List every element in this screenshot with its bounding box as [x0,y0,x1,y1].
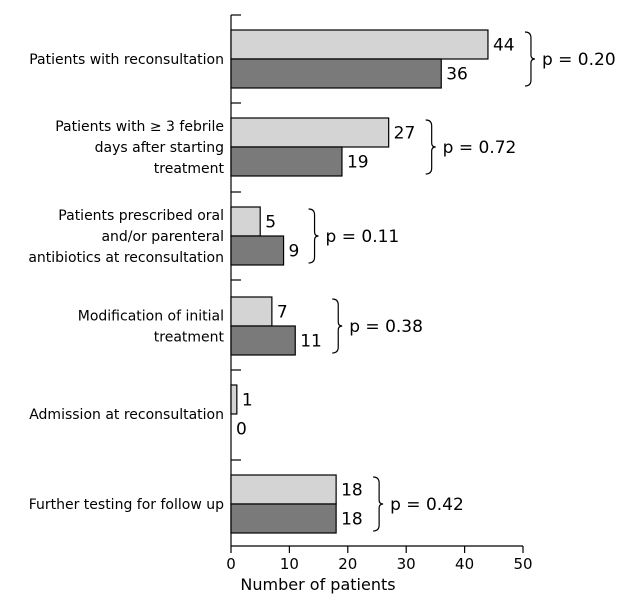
category-label: Patients prescribed oral and/or parentera… [28,208,224,266]
bar-value-label: 18 [341,481,363,501]
p-value-label: p = 0.72 [443,138,517,158]
bar-series-b [230,146,343,177]
bar-series-a [230,206,261,237]
category-label: Patients with ≥ 3 febrile days after star… [55,119,224,177]
category-label-line: treatment [154,161,225,177]
p-value-bracket [308,208,319,264]
bar-series-a [230,296,273,327]
bar-value-label: 36 [446,65,468,85]
bar-value-label: 5 [265,213,276,233]
x-tick-label: 50 [513,555,532,573]
category-label-line: Further testing for follow up [29,497,224,513]
bar-value-label: 19 [347,153,369,173]
p-value-label: p = 0.38 [349,317,423,337]
p-value-label: p = 0.20 [542,50,616,70]
p-value-label: p = 0.11 [326,227,400,247]
category-label-line: Modification of initial [78,309,224,325]
category-label-line: Patients prescribed oral [58,208,224,224]
x-tick-label: 20 [338,555,357,573]
x-axis-label: Number of patients [240,575,395,594]
x-tick-label: 0 [226,555,236,573]
bar-value-label: 11 [300,332,322,352]
bar-series-b [230,503,337,534]
p-value-label: p = 0.42 [390,495,464,515]
category-label-line: Patients with reconsultation [29,52,224,68]
bar-value-label: 0 [236,420,247,440]
category-label-line: days after starting [95,140,224,156]
bars [230,29,489,534]
category-label-line: and/or parenteral [101,229,224,245]
bar-value-label: 1 [242,391,253,411]
bar-value-label: 9 [289,242,300,262]
bar-value-label: 18 [341,510,363,530]
bar-series-a [230,474,337,505]
bar-value-label: 7 [277,303,288,323]
category-label-line: Admission at reconsultation [29,407,224,423]
p-value-bracket [524,31,535,87]
p-value-bracket [425,119,436,175]
category-label-line: Patients with ≥ 3 febrile [55,119,224,135]
category-label-line: treatment [154,330,225,346]
bar-series-a [230,29,489,60]
category-label: Further testing for follow up [29,497,224,513]
p-value-bracket [373,476,384,532]
bar-series-b [230,325,296,356]
category-label: Patients with reconsultation [29,52,224,68]
p-value-bracket [332,298,343,354]
labels: 44 36 Patients with reconsultation p = 0.20… [28,31,616,532]
bar-value-label: 27 [394,124,416,144]
x-tick-label: 30 [397,555,416,573]
axes: 0 10 20 30 40 50 [226,14,533,573]
bar-series-a [230,384,238,415]
x-tick-label: 10 [280,555,299,573]
bar-series-a [230,117,390,148]
category-label: Modification of initial treatment [78,309,225,346]
x-tick-label: 40 [455,555,474,573]
bar-series-b [230,235,285,266]
category-label: Admission at reconsultation [29,407,224,423]
bar-value-label: 44 [493,36,515,56]
category-label-line: antibiotics at reconsultation [28,250,224,266]
bar-series-b [230,58,442,89]
